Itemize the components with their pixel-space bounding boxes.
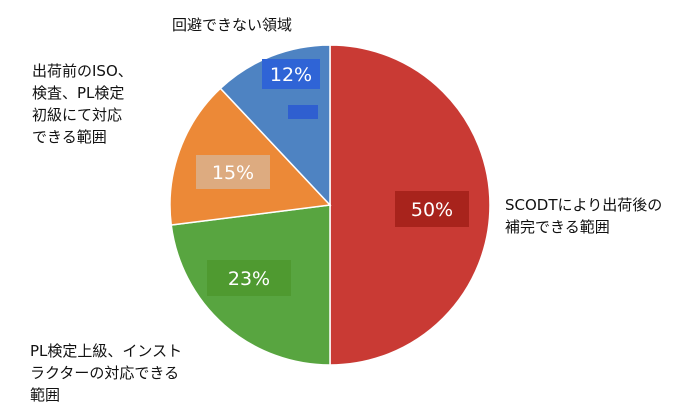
category-label-line: ラクターの対応できる [30, 364, 179, 382]
category-label-line: 検査、PL検定 [32, 84, 124, 102]
value-tag-box [262, 59, 320, 89]
value-tag-box [196, 155, 270, 189]
value-tag-box [395, 191, 469, 227]
category-label-line: 範囲 [30, 386, 60, 404]
category-label-line: 出荷前のISO、 [32, 62, 133, 80]
category-label-line: SCODTにより出荷後の [505, 196, 662, 214]
category-label-line: できる範囲 [32, 128, 107, 146]
category-label: 出荷前のISO、検査、PL検定初級にて対応できる範囲 [32, 62, 133, 146]
category-label-line: 初級にて対応 [32, 106, 122, 124]
category-labels: SCODTにより出荷後の補完できる範囲 PL検定上級、インストラクターの対応できる… [30, 16, 662, 404]
category-label: 回避できない領域 [172, 16, 292, 34]
data-label: 12% [270, 64, 312, 86]
category-label: PL検定上級、インストラクターの対応できる範囲 [30, 342, 182, 404]
value-tag-box [207, 260, 291, 296]
empty-tag-marker [288, 105, 318, 119]
category-label-line: 回避できない領域 [172, 16, 292, 34]
data-label: 50% [411, 199, 453, 221]
category-label-line: PL検定上級、インスト [30, 342, 182, 360]
data-label: 23% [228, 268, 270, 290]
category-label: SCODTにより出荷後の補完できる範囲 [505, 196, 662, 236]
data-label: 15% [212, 162, 254, 184]
category-label-line: 補完できる範囲 [505, 218, 610, 236]
value-tags: 50% 23% 15% 12% [196, 59, 469, 296]
